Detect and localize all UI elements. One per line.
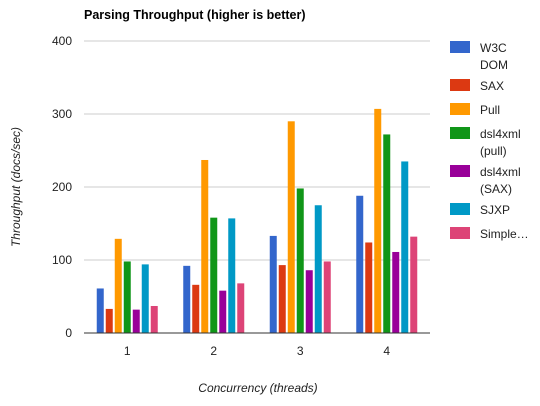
- bar-sax-1[interactable]: [105, 308, 113, 333]
- legend-item[interactable]: W3C DOM: [450, 41, 508, 72]
- x-axis-title: Concurrency (threads): [198, 381, 317, 395]
- bar-pull-2[interactable]: [201, 159, 209, 333]
- legend-swatch: [450, 203, 470, 215]
- x-tick-label: 4: [383, 344, 390, 358]
- y-tick-label: 0: [65, 326, 72, 340]
- legend[interactable]: W3C DOM SAX Pull dsl4xml (pull) dsl4xml (SAX) SJ…: [450, 41, 529, 241]
- bar-dsl4xml-sax-3[interactable]: [305, 270, 313, 333]
- y-axis-title: Throughput (docs/sec): [9, 127, 23, 247]
- legend-label: DOM: [480, 58, 508, 72]
- y-axis-ticks: 0 100 200 300 400: [52, 34, 72, 340]
- bar-sax-2[interactable]: [192, 284, 200, 333]
- legend-swatch: [450, 165, 470, 177]
- legend-label: W3C: [480, 41, 507, 55]
- bar-sjxp-1[interactable]: [141, 264, 149, 333]
- bar-sjxp-2[interactable]: [228, 218, 236, 333]
- legend-label: Simple…: [480, 227, 529, 241]
- bar-sjxp-4[interactable]: [401, 161, 409, 333]
- bar-dsl4xml-pull-3[interactable]: [296, 188, 304, 333]
- legend-item[interactable]: dsl4xml (SAX): [450, 165, 521, 196]
- bar-simple-1[interactable]: [150, 305, 158, 333]
- legend-label: SJXP: [480, 203, 510, 217]
- legend-item[interactable]: SJXP: [450, 203, 510, 217]
- bar-dsl4xml-sax-1[interactable]: [132, 309, 140, 333]
- y-tick-label: 400: [52, 34, 72, 48]
- legend-item[interactable]: dsl4xml (pull): [450, 127, 521, 158]
- bar-w3c-dom-4[interactable]: [356, 195, 364, 333]
- legend-item[interactable]: Pull: [450, 103, 500, 117]
- bar-sjxp-3[interactable]: [314, 205, 322, 333]
- legend-item[interactable]: SAX: [450, 79, 504, 93]
- bar-dsl4xml-sax-4[interactable]: [392, 251, 400, 333]
- bar-dsl4xml-sax-2[interactable]: [219, 290, 227, 333]
- x-tick-label: 2: [210, 344, 217, 358]
- legend-swatch: [450, 127, 470, 139]
- legend-label: SAX: [480, 79, 504, 93]
- gridlines: [84, 40, 430, 261]
- bar-w3c-dom-2[interactable]: [183, 265, 191, 333]
- y-tick-label: 100: [52, 253, 72, 267]
- bar-sax-4[interactable]: [365, 242, 373, 333]
- x-axis-ticks: 1 2 3 4: [124, 344, 391, 358]
- x-tick-label: 3: [297, 344, 304, 358]
- legend-swatch: [450, 227, 470, 239]
- bar-dsl4xml-pull-1[interactable]: [123, 261, 131, 333]
- y-tick-label: 200: [52, 180, 72, 194]
- bar-simple-2[interactable]: [237, 283, 245, 333]
- bar-simple-4[interactable]: [410, 236, 418, 333]
- bar-pull-4[interactable]: [374, 108, 382, 333]
- legend-label: Pull: [480, 103, 500, 117]
- legend-label: (SAX): [480, 182, 512, 196]
- chart-title: Parsing Throughput (higher is better): [84, 8, 306, 22]
- legend-swatch: [450, 103, 470, 115]
- bar-w3c-dom-3[interactable]: [269, 235, 277, 333]
- legend-label: dsl4xml: [480, 165, 521, 179]
- legend-label: (pull): [480, 144, 507, 158]
- legend-swatch: [450, 79, 470, 91]
- bar-sax-3[interactable]: [278, 265, 286, 333]
- legend-label: dsl4xml: [480, 127, 521, 141]
- legend-item[interactable]: Simple…: [450, 227, 529, 241]
- legend-swatch: [450, 41, 470, 53]
- bar-dsl4xml-pull-2[interactable]: [210, 217, 218, 333]
- bar-w3c-dom-1[interactable]: [96, 288, 104, 333]
- bars: [96, 108, 418, 333]
- bar-pull-3[interactable]: [287, 121, 295, 333]
- bar-dsl4xml-pull-4[interactable]: [383, 134, 391, 333]
- y-tick-label: 300: [52, 107, 72, 121]
- bar-simple-3[interactable]: [323, 261, 331, 333]
- x-tick-label: 1: [124, 344, 131, 358]
- bar-pull-1[interactable]: [114, 238, 122, 333]
